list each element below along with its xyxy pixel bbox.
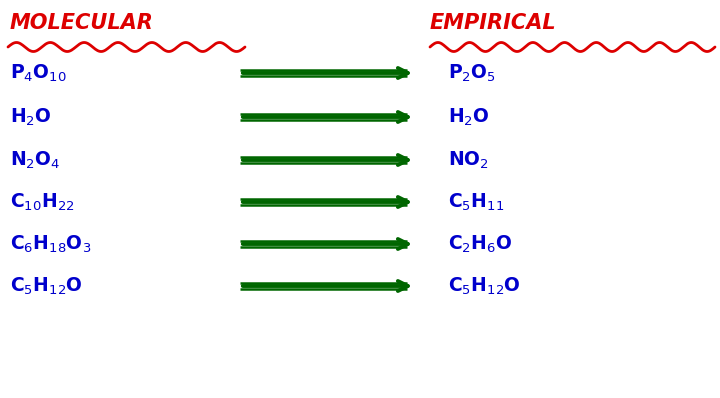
Text: C$_5$H$_{11}$: C$_5$H$_{11}$ [448, 191, 504, 213]
Text: N$_2$O$_4$: N$_2$O$_4$ [10, 149, 60, 171]
Text: P$_4$O$_{10}$: P$_4$O$_{10}$ [10, 62, 67, 84]
Text: C$_2$H$_6$O: C$_2$H$_6$O [448, 233, 513, 255]
Text: H$_2$O: H$_2$O [10, 106, 52, 128]
Text: C$_5$H$_{12}$O: C$_5$H$_{12}$O [448, 275, 521, 297]
Text: C$_{10}$H$_{22}$: C$_{10}$H$_{22}$ [10, 191, 75, 213]
Text: EMPIRICAL: EMPIRICAL [430, 13, 557, 33]
Text: NO$_2$: NO$_2$ [448, 149, 489, 171]
Text: P$_2$O$_5$: P$_2$O$_5$ [448, 62, 496, 84]
Text: C$_6$H$_{18}$O$_3$: C$_6$H$_{18}$O$_3$ [10, 233, 91, 255]
Text: H$_2$O: H$_2$O [448, 106, 490, 128]
Text: MOLECULAR: MOLECULAR [10, 13, 154, 33]
Text: C$_5$H$_{12}$O: C$_5$H$_{12}$O [10, 275, 83, 297]
